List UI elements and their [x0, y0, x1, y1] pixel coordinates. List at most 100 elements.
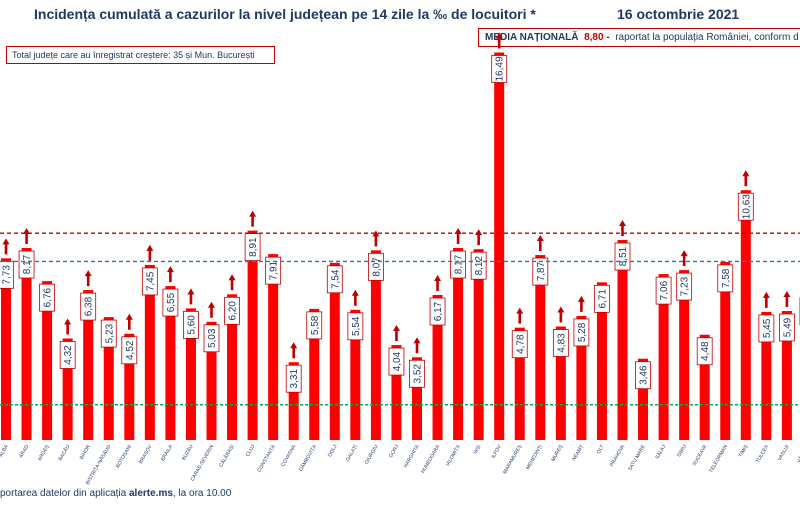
trend-up-arrow — [351, 289, 359, 306]
category-label: TULCEA — [755, 443, 770, 464]
category-label: BUZĂU — [180, 443, 195, 462]
trend-up-arrow — [392, 325, 400, 342]
value-label: 8,51 — [618, 246, 629, 266]
bar — [679, 270, 690, 440]
category-label: MUREȘ — [550, 443, 565, 462]
trend-up-arrow — [228, 274, 236, 291]
trend-up-arrow — [249, 210, 257, 227]
trend-up-arrow — [495, 32, 503, 49]
trend-up-arrow — [372, 230, 380, 247]
bar — [576, 315, 587, 440]
footer-suffix: , la ora 10.00 — [172, 488, 232, 499]
bar — [268, 254, 279, 440]
category-label: HARGHITA — [403, 443, 421, 469]
value-label-box — [59, 341, 76, 369]
national-average-box: MEDIA NAȚIONALĂ 8,80 - raportat la popul… — [478, 28, 800, 47]
footer-app-name: alerte.ms — [128, 488, 173, 499]
value-label: 8,17 — [22, 254, 33, 274]
bar — [185, 308, 196, 440]
bar — [617, 240, 628, 440]
report-date: 16 octombrie 2021 — [617, 6, 740, 22]
bar — [42, 281, 53, 440]
value-label-box — [80, 292, 97, 321]
bar — [83, 290, 94, 440]
value-label: 7,87 — [536, 261, 547, 281]
bar — [309, 308, 320, 440]
value-label: 6,17 — [433, 301, 444, 321]
value-label: 5,23 — [104, 323, 115, 343]
bar — [740, 190, 751, 440]
category-label: OLT — [596, 444, 606, 455]
bar — [638, 358, 649, 440]
bar — [699, 334, 710, 440]
bar — [62, 338, 73, 440]
value-label: 8,91 — [248, 237, 259, 257]
bar — [412, 357, 422, 440]
value-label: 5,58 — [310, 315, 321, 335]
value-label: 8,07 — [371, 257, 382, 277]
trend-up-arrow — [166, 266, 174, 283]
bar — [781, 310, 792, 440]
bar — [514, 327, 525, 440]
bar — [596, 282, 607, 440]
category-label: DÂMBOVIȚA — [297, 443, 318, 473]
category-label: COVASNA — [280, 443, 298, 467]
value-label-box — [511, 330, 528, 359]
trend-up-arrow — [619, 220, 626, 237]
category-label: CĂLĂRAȘI — [217, 444, 235, 469]
value-label-box — [183, 310, 199, 339]
value-label: 5,49 — [782, 317, 793, 337]
value-label: 6,20 — [228, 301, 239, 321]
value-label-box — [203, 324, 220, 353]
value-label: 4,83 — [556, 333, 567, 353]
category-label: PRAHOVA — [609, 443, 627, 467]
category-label: VÂLCEA — [795, 443, 800, 464]
chart-title: Incidența cumulată a cazurilor la nivel … — [34, 6, 536, 22]
category-label: SĂLAJ — [654, 443, 668, 460]
total-increase-box: Total județe care au înregistrat creșter… — [6, 46, 275, 64]
trend-up-arrow — [783, 290, 791, 307]
value-label-box — [18, 250, 35, 279]
value-label-box — [162, 288, 179, 317]
value-label: 4,32 — [63, 345, 74, 365]
bar — [494, 52, 505, 441]
value-label-box — [737, 192, 754, 221]
value-label: 7,91 — [269, 260, 280, 280]
value-label-box — [141, 267, 158, 296]
trend-up-arrow — [475, 229, 483, 246]
category-label: BRĂILA — [159, 443, 174, 462]
trend-up-arrow — [557, 306, 565, 323]
bar — [555, 326, 566, 440]
value-label: 6,76 — [43, 287, 54, 307]
value-label-box — [121, 336, 138, 365]
trend-up-arrow — [536, 235, 544, 252]
bar — [535, 255, 546, 440]
category-label: MARAMUREȘ — [502, 443, 524, 475]
bar — [329, 262, 340, 440]
bar — [453, 248, 464, 440]
national-average-value: 8,80 - — [584, 32, 610, 43]
bar — [144, 264, 155, 440]
value-label-box — [0, 260, 14, 289]
national-average-label: MEDIA NAȚIONALĂ — [485, 32, 579, 43]
category-label: GIURGIU — [364, 444, 380, 466]
category-label: CLUJ — [245, 444, 257, 458]
value-label: 3,52 — [413, 364, 424, 384]
bar — [1, 258, 11, 440]
value-label-box — [573, 318, 590, 347]
value-label: 5,54 — [351, 316, 362, 336]
value-label: 6,38 — [84, 296, 95, 316]
value-label: 8,12 — [474, 256, 485, 276]
value-label: 6,55 — [166, 292, 177, 312]
bar — [391, 345, 402, 440]
category-label: ILFOV — [491, 443, 504, 459]
category-label: BACĂU — [57, 443, 72, 462]
category-label: GORJ — [388, 444, 400, 459]
value-label: 7,45 — [145, 271, 156, 291]
value-label-box — [326, 265, 343, 294]
bar — [103, 317, 114, 440]
trend-up-arrow — [762, 291, 770, 308]
value-label: 7,58 — [721, 268, 732, 288]
value-label-box — [758, 314, 775, 343]
